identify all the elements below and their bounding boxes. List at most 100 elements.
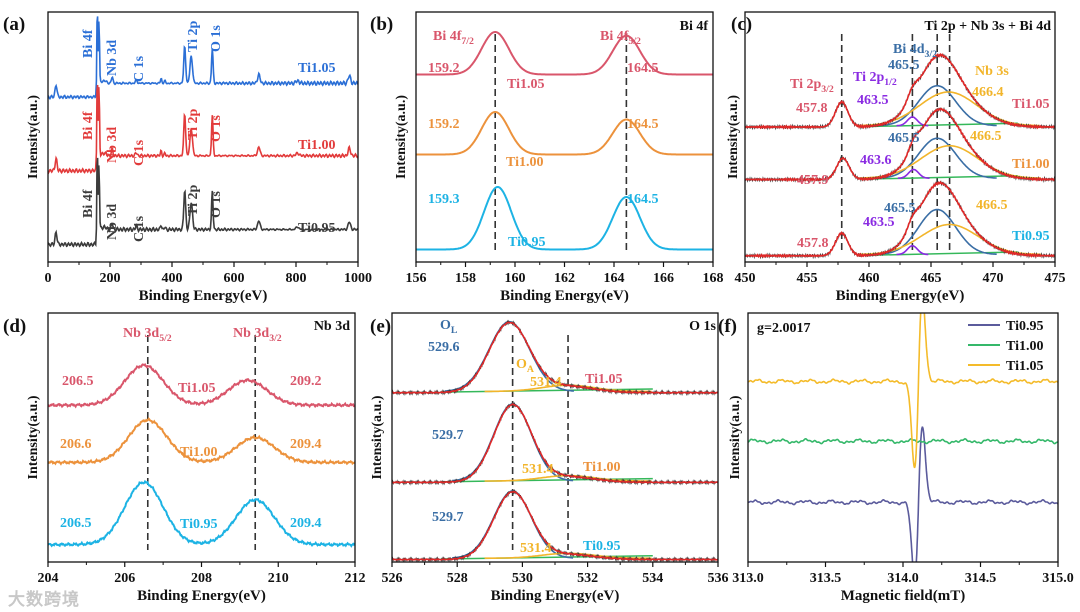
peak-annotation-text: 466.4 <box>972 85 1004 100</box>
peak-annotation-text: Nb 3d <box>233 326 269 341</box>
panel-label: (a) <box>3 14 25 35</box>
peak-annotation-text: Nb 3d <box>123 326 159 341</box>
y-axis-label: Intensity(a.u.) <box>726 95 741 179</box>
x-axis-label-text: Binding Energy(eV) <box>139 288 268 304</box>
x-tick-label: 528 <box>447 571 468 586</box>
plot-area <box>392 319 718 562</box>
peak-annotation: Bi 4f <box>81 29 96 58</box>
peak-annotation: O 1s <box>209 115 224 142</box>
peak-annotation: Ti 2p3/2 <box>790 77 834 95</box>
x-tick-label: 314.5 <box>965 571 997 586</box>
peak-annotation: C 1s <box>132 215 147 242</box>
peak-annotation: 529.7 <box>432 428 464 443</box>
x-tick-label: 208 <box>191 571 212 586</box>
panel-title: Nb 3d <box>314 319 350 334</box>
panel-title-text: O 1s <box>689 319 716 334</box>
peak-annotation: Bi 4f5/2 <box>600 29 641 47</box>
peak-annotation-text: Ti0.95 <box>298 221 335 236</box>
panel-title-text: Ti 2p + Nb 3s + Bi 4d <box>924 19 1051 34</box>
x-tick-label-text: 200 <box>100 271 121 286</box>
peak-annotation: O 1s <box>209 191 224 218</box>
background-fit-line <box>868 175 1018 180</box>
legend-label-text: Ti1.00 <box>1006 339 1043 354</box>
plot-area <box>416 31 713 251</box>
panel-title-text: Bi 4f <box>680 19 709 34</box>
peak-annotation-text: Ti1.00 <box>506 155 543 170</box>
peak-annotation: Ti1.00 <box>506 155 543 170</box>
peak-annotation: 209.4 <box>290 516 322 531</box>
peak-annotation-text: Bi 4f <box>81 111 96 140</box>
series-line-ti1-05 <box>748 313 1058 469</box>
x-tick-label-text: 168 <box>703 271 724 286</box>
peak-annotation: 457.8 <box>796 101 828 116</box>
peak-annotation-text: Nb 3d <box>105 40 120 76</box>
x-tick-label: 212 <box>345 571 366 586</box>
peak-annotation-text: 463.6 <box>860 153 892 168</box>
x-axis-label: Binding Energy(eV) <box>500 288 629 304</box>
x-tick-label-text: 526 <box>382 571 403 586</box>
y-axis-label-text: Intensity(a.u.) <box>26 95 41 179</box>
y-axis-label-text: Intensity(a.u.) <box>728 395 743 479</box>
peak-annotation-text: Bi 4f <box>81 189 96 218</box>
panel-label-text: (e) <box>370 316 391 337</box>
legend-label-text: Ti1.05 <box>1006 359 1043 374</box>
peak-annotation: 457.8 <box>797 236 829 251</box>
peak-annotation-text: 529.7 <box>432 510 464 525</box>
peak-annotation-text: Ti 2p <box>790 77 821 92</box>
y-axis-label-text: Intensity(a.u.) <box>26 395 41 479</box>
peak-annotation-text: 164.5 <box>627 192 659 207</box>
peak-annotation-text: Ti0.95 <box>508 235 545 250</box>
peak-annotation: Ti0.95 <box>1012 229 1049 244</box>
plot-area <box>48 16 358 248</box>
x-tick-label: 164 <box>604 271 625 286</box>
background-fit-line <box>868 251 1018 256</box>
peak-annotation-text: 159.2 <box>428 61 460 76</box>
legend-label: Ti1.00 <box>1006 339 1043 354</box>
panel-f: 313.0 313.5 314.0 314.5 315.0 Magnetic field(… <box>718 312 1074 604</box>
panel-label-text: (a) <box>3 14 25 35</box>
plot-area <box>748 313 1058 562</box>
peak-annotation-subscript: L <box>451 325 458 336</box>
peak-annotation-subscript: A <box>527 364 534 375</box>
x-tick-label-text: 400 <box>162 271 183 286</box>
peak-annotation-text: C 1s <box>132 139 147 166</box>
peak-annotation: 209.2 <box>290 374 322 389</box>
x-tick-label-text: 204 <box>38 571 59 586</box>
x-tick-label: 162 <box>554 271 575 286</box>
plot-area <box>48 335 355 550</box>
x-tick-label: 204 <box>38 571 59 586</box>
series-line-ti1-05 <box>745 52 1055 130</box>
x-tick-label: 315.0 <box>1042 571 1074 586</box>
peak-annotation: 466.5 <box>976 198 1008 213</box>
x-tick-label-text: 450 <box>735 271 756 286</box>
peak-annotation-subscript: 3/2 <box>925 49 938 60</box>
x-tick-label: 526 <box>382 571 403 586</box>
peak-annotation: 457.9 <box>797 173 829 188</box>
panel-title: Bi 4f <box>680 19 709 34</box>
peak-annotation-text: 209.2 <box>290 374 322 389</box>
peak-annotation: Bi 4f7/2 <box>433 29 474 47</box>
x-tick-label-text: 313.0 <box>732 571 764 586</box>
y-axis-label-text: Intensity(a.u.) <box>394 95 409 179</box>
peak-annotation-subscript: 1/2 <box>884 77 897 88</box>
fit-component-bi-4d3-2 <box>877 84 997 127</box>
peak-annotation: Ti0.95 <box>180 517 217 532</box>
peak-annotation-text: Ti1.00 <box>1012 157 1049 172</box>
series-line-ti1-00 <box>745 107 1055 183</box>
peak-annotation: O 1s <box>209 25 224 52</box>
peak-annotation: C 1s <box>132 55 147 82</box>
peak-annotation-text: 465.5 <box>888 131 920 146</box>
peak-annotation-text: 457.9 <box>797 173 829 188</box>
background-fit-line <box>868 122 1018 128</box>
series-line-ti1-05 <box>392 321 718 395</box>
x-tick-label-text: 528 <box>447 571 468 586</box>
peak-annotation: 463.5 <box>863 215 895 230</box>
peak-annotation: Bi 4d3/2 <box>893 42 937 60</box>
peak-annotation-text: Ti1.00 <box>298 138 335 153</box>
peak-annotation-text: Ti0.95 <box>583 539 620 554</box>
x-tick-label: 460 <box>859 271 880 286</box>
x-tick-label-text: 534 <box>642 571 663 586</box>
series-line-ti1-00 <box>392 403 718 484</box>
peak-annotation: g=2.0017 <box>757 321 810 336</box>
